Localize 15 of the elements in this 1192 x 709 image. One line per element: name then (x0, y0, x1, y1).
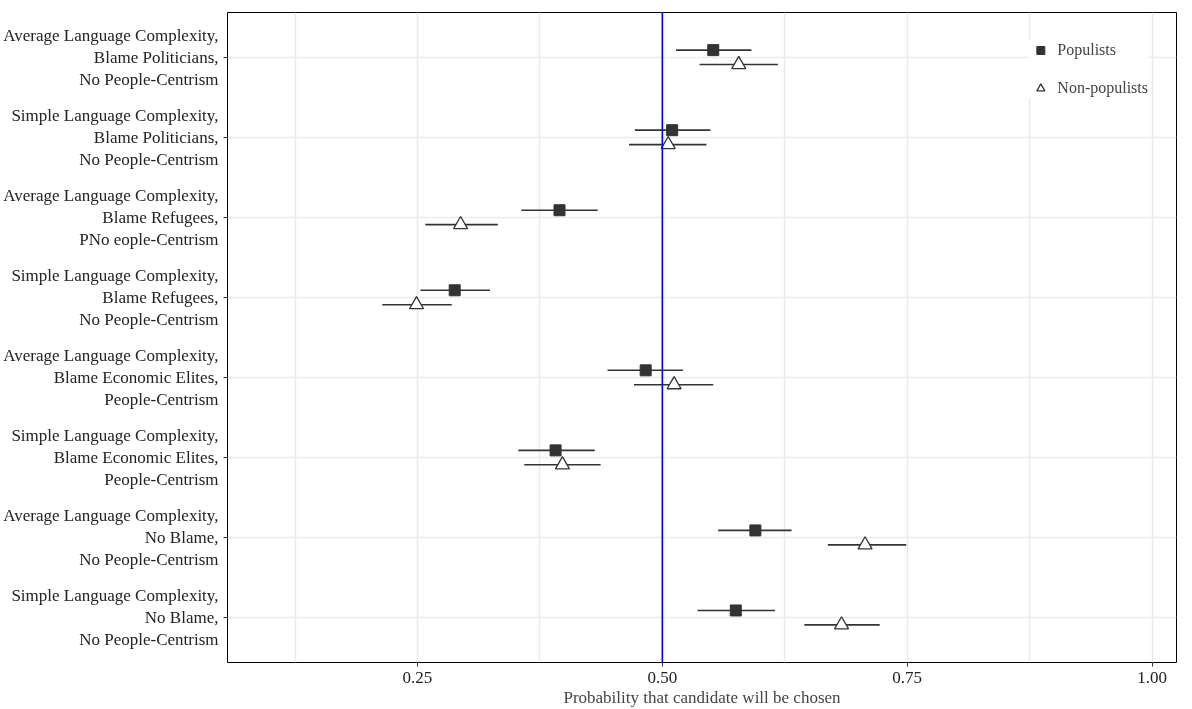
x-tick-label: 1.00 (1137, 667, 1167, 687)
y-tick-label: Simple Language Complexity, Blame Economic Elites, People-Centrism (11, 426, 219, 489)
legend-label: Non-populists (1057, 79, 1148, 97)
legend-label: Populists (1057, 41, 1117, 59)
x-tick-label: 0.75 (892, 667, 923, 687)
x-tick-label: 0.50 (647, 667, 678, 687)
y-tick-label: Simple Language Complexity, Blame Refugees, No People-Centrism (11, 266, 219, 329)
y-tick-label: Average Language Complexity, Blame Refugees, PNo eople-Centrism (3, 186, 219, 249)
y-tick-label: Average Language Complexity, No Blame, No People-Centrism (3, 506, 219, 569)
x-axis-title: Probability that candidate will be chosen (563, 687, 842, 707)
y-tick-label: Average Language Complexity, Blame Politicians, No People-Centrism (3, 25, 219, 89)
y-tick-label: Simple Language Complexity, No Blame, No People-Centrism (11, 586, 219, 650)
y-tick-label: Average Language Complexity, Blame Economic Elites, People-Centrism (3, 346, 219, 409)
x-tick-label: 0.25 (402, 667, 433, 687)
y-tick-label: Simple Language Complexity, Blame Politicians, No People-Centrism (11, 106, 219, 169)
